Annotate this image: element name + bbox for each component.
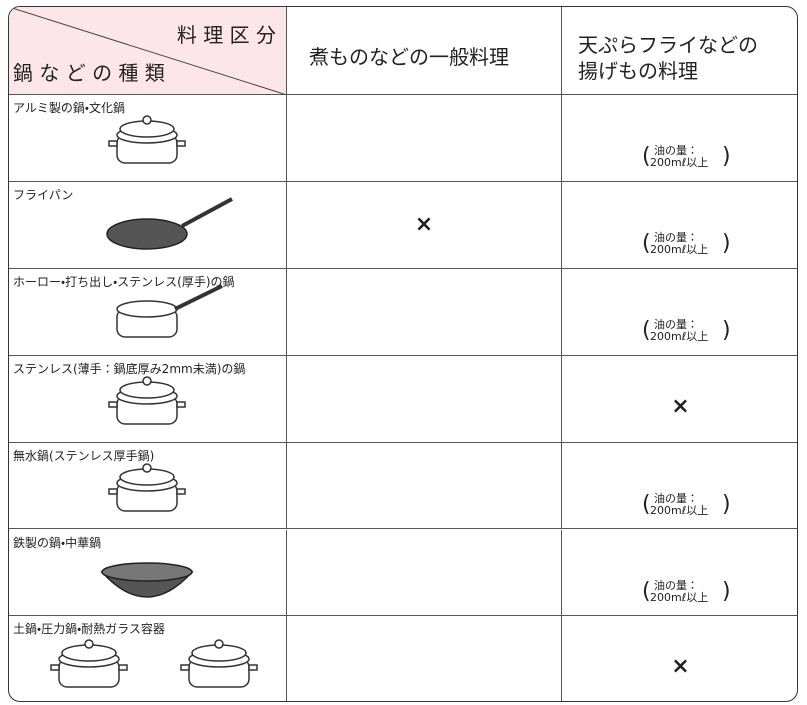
row-cell: (油の量： 200mℓ以上) — [562, 443, 797, 530]
row-cell: × — [562, 616, 797, 701]
oil-label: 油の量： — [654, 491, 698, 505]
column-title: 煮ものなどの一般料理 — [309, 45, 509, 69]
pot-shape — [142, 375, 152, 386]
pot-icon — [108, 375, 186, 425]
row-cell — [287, 529, 562, 617]
paren: ) — [722, 317, 731, 343]
pot-shape — [176, 140, 186, 147]
row-cell: (油の量： 200mℓ以上) — [562, 269, 797, 356]
row-cell: 鉄製の鍋・中華鍋 — [9, 529, 287, 617]
row-cell — [287, 355, 562, 443]
paren: ( — [642, 230, 651, 256]
paren: ) — [722, 144, 731, 169]
oil-label: 油の量： — [654, 230, 698, 244]
pot-shape — [108, 140, 118, 147]
oil-label: 油の量： — [654, 578, 698, 592]
column-title: 天ぷらフライなどの — [578, 33, 758, 57]
pot-name: フライパン — [13, 187, 74, 202]
oil-amount: 200mℓ以上 — [650, 329, 709, 343]
pot-shape — [142, 462, 152, 473]
pot-icon — [106, 197, 233, 250]
kind-label: 鍋 な ど の 種 類 — [13, 61, 165, 85]
row-cell: × — [562, 356, 797, 443]
pot-icon — [116, 284, 223, 338]
pot-shape — [248, 664, 258, 672]
row-cell: アルミ製の鍋・文化鍋 — [9, 95, 287, 182]
row-cell — [287, 616, 562, 701]
row-cell: フライパン — [9, 181, 287, 269]
row-cell: (油の量： 200mℓ以上) — [562, 530, 797, 617]
row-cell — [287, 268, 562, 356]
pot-name: 鉄製の鍋・中華鍋 — [13, 535, 102, 550]
pot-shape — [176, 400, 186, 408]
row-cell: (油の量： 200mℓ以上) — [562, 95, 797, 182]
category-label: 料 理 区 分 — [176, 23, 276, 47]
pot-icon — [108, 462, 186, 512]
pot-name: アルミ製の鍋・文化鍋 — [13, 101, 125, 115]
pot-shape — [84, 639, 94, 650]
diagonal — [9, 7, 287, 95]
pot-shape — [118, 664, 128, 672]
pot-name: 無水鍋(ステンレス厚手鍋) — [13, 448, 155, 463]
pot-shape — [180, 664, 190, 672]
pot-shape — [106, 218, 188, 250]
row-cell — [287, 95, 562, 182]
pot-shape — [176, 487, 186, 495]
column-title: 揚げもの料理 — [578, 59, 698, 83]
pot-shape — [174, 284, 223, 311]
pot-icon — [100, 561, 194, 598]
pot-icon — [108, 115, 186, 164]
paren: ( — [642, 144, 651, 169]
pot-shape — [108, 400, 118, 408]
oil-amount: 200mℓ以上 — [650, 590, 709, 604]
oil-label: 油の量： — [654, 317, 698, 331]
pot-shape — [50, 664, 60, 672]
pot-shape — [101, 561, 193, 582]
oil-amount: 200mℓ以上 — [650, 156, 709, 169]
pot-shape — [116, 300, 178, 318]
pot-name: ステンレス(薄手：鍋底厚み2mm未満)の鍋 — [13, 361, 246, 376]
paren: ( — [642, 578, 651, 604]
pot-shape — [9, 7, 287, 95]
pot-shape — [214, 639, 224, 650]
paren: ( — [642, 317, 651, 343]
row-cell: × — [287, 181, 562, 269]
cross-mark: × — [671, 393, 690, 419]
paren: ) — [722, 578, 731, 604]
table: 料 理 区 分鍋 な ど の 種 類煮ものなどの一般料理 天ぷらフライなどの 揚げも… — [8, 6, 798, 702]
header-cell: 料 理 区 分鍋 な ど の 種 類 — [9, 7, 287, 95]
row-cell: 無水鍋(ステンレス厚手鍋) — [9, 442, 287, 530]
row-cell: ホーロー・打ち出し・ステンレス(厚手)の鍋 — [9, 268, 287, 356]
pot-icon — [50, 639, 258, 689]
paren: ) — [722, 230, 731, 256]
pot-name: 土鍋・圧力鍋・耐熱ガラス容器 — [13, 622, 165, 637]
pot-shape — [108, 487, 118, 495]
pot-name: ホーロー・打ち出し・ステンレス(厚手)の鍋 — [13, 274, 235, 289]
row-cell — [287, 442, 562, 530]
oil-label: 油の量： — [654, 144, 698, 157]
header-cell: 煮ものなどの一般料理 — [287, 7, 562, 95]
oil-amount: 200mℓ以上 — [650, 503, 709, 517]
row-cell: (油の量： 200mℓ以上) — [562, 182, 797, 269]
row-cell: ステンレス(薄手：鍋底厚み2mm未満)の鍋 — [9, 355, 287, 443]
row-cell: 土鍋・圧力鍋・耐熱ガラス容器 — [9, 616, 287, 701]
pot-shape — [142, 115, 152, 125]
cross-mark: × — [414, 211, 434, 237]
cross-mark: × — [671, 654, 690, 680]
paren: ) — [722, 491, 731, 517]
header-cell: 天ぷらフライなどの 揚げもの料理 — [562, 7, 797, 95]
oil-amount: 200mℓ以上 — [650, 242, 709, 256]
paren: ( — [642, 491, 651, 517]
pot-shape — [181, 197, 233, 228]
